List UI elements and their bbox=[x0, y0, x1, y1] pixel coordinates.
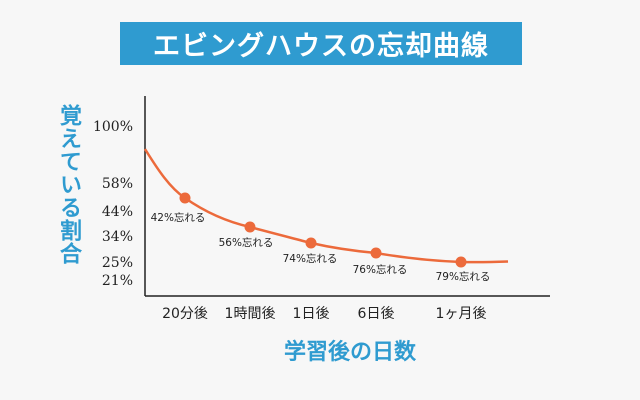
y-tick-label: 21% bbox=[102, 273, 133, 289]
x-tick-label: 1日後 bbox=[293, 306, 330, 322]
y-tick-label: 58% bbox=[102, 176, 133, 192]
y-tick-label: 44% bbox=[102, 204, 133, 220]
data-label: 79%忘れる bbox=[436, 270, 491, 283]
x-axis-title: 学習後の日数 bbox=[283, 340, 416, 365]
data-point bbox=[455, 256, 467, 268]
data-point bbox=[179, 192, 191, 204]
data-label: 56%忘れる bbox=[219, 236, 274, 249]
data-label: 76%忘れる bbox=[353, 263, 408, 276]
y-tick-label: 100% bbox=[93, 119, 133, 135]
x-tick-label: 6日後 bbox=[358, 306, 395, 322]
x-tick-label: 1ヶ月後 bbox=[436, 306, 487, 322]
data-point bbox=[244, 221, 256, 233]
x-tick-label: 20分後 bbox=[162, 306, 208, 322]
y-axis-title: 覚えている割合 bbox=[56, 104, 81, 265]
y-tick-label: 34% bbox=[102, 229, 133, 245]
data-point bbox=[305, 237, 317, 249]
data-label: 42%忘れる bbox=[151, 211, 206, 224]
chart-title: エビングハウスの忘却曲線 bbox=[120, 22, 522, 65]
data-label: 74%忘れる bbox=[283, 252, 338, 265]
data-point bbox=[370, 247, 382, 259]
x-tick-label: 1時間後 bbox=[225, 306, 276, 322]
y-tick-label: 25% bbox=[102, 255, 133, 271]
retention-curve bbox=[143, 148, 509, 264]
